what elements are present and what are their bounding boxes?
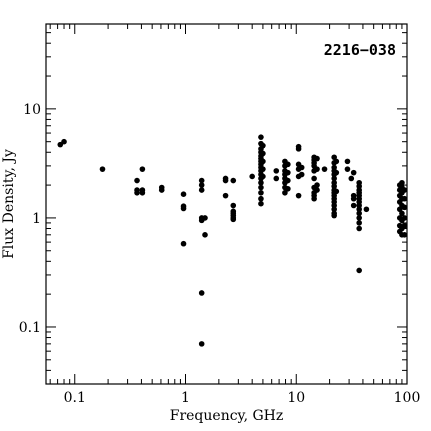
x-tick-label: 1 <box>181 390 190 406</box>
data-point <box>356 210 362 217</box>
data-point <box>348 175 355 182</box>
data-point <box>356 215 362 221</box>
data-point <box>285 177 291 184</box>
data-point <box>401 232 408 238</box>
data-point <box>158 187 165 193</box>
data-point <box>258 195 264 202</box>
data-point <box>401 215 408 221</box>
chart-title: 2216−038 <box>324 41 396 59</box>
data-point <box>344 158 351 165</box>
data-point <box>258 184 264 191</box>
data-point <box>285 185 291 192</box>
data-point <box>134 189 140 196</box>
y-tick-label: 1 <box>32 211 41 227</box>
data-point <box>333 169 340 176</box>
data-point <box>331 175 337 182</box>
data-point <box>198 182 205 188</box>
data-point <box>350 169 357 176</box>
data-point <box>249 173 255 180</box>
x-axis-label: Frequency, GHz <box>170 408 284 424</box>
y-axis-label: Flux Density, Jy <box>1 149 17 259</box>
data-point <box>198 177 205 184</box>
data-point <box>399 179 405 186</box>
data-point <box>344 166 351 172</box>
data-point <box>356 220 362 226</box>
data-point <box>363 206 370 213</box>
data-point <box>258 134 264 140</box>
data-point <box>273 175 280 182</box>
data-point <box>230 177 237 184</box>
data-point <box>260 166 266 172</box>
data-point <box>401 204 408 211</box>
data-point <box>99 166 106 172</box>
x-tick-label: 10 <box>287 390 305 406</box>
data-point <box>321 166 328 172</box>
data-point <box>331 212 337 219</box>
tick-labels: 0.1 1 10 100 0.1 1 10 <box>19 102 421 406</box>
data-point <box>258 179 264 186</box>
data-point <box>295 192 302 199</box>
data-point <box>258 189 264 196</box>
data-point <box>202 232 208 238</box>
data-point <box>282 189 288 196</box>
data-point <box>298 171 305 178</box>
data-point <box>273 168 280 174</box>
data-point <box>333 188 340 195</box>
data-point <box>356 267 362 274</box>
data-point <box>295 146 302 152</box>
data-point <box>314 182 320 188</box>
data-point <box>311 175 317 182</box>
data-point <box>401 222 408 229</box>
data-point <box>57 141 64 148</box>
data-point <box>180 191 187 198</box>
data-point <box>285 169 291 176</box>
data-point <box>298 164 305 171</box>
data-point <box>314 155 320 162</box>
data-point <box>331 154 337 161</box>
data-point <box>356 225 362 232</box>
data-point <box>198 341 205 347</box>
y-tick-label: 10 <box>23 102 41 118</box>
data-point <box>333 158 340 165</box>
data-point <box>180 205 187 212</box>
data-point <box>61 138 67 145</box>
data-point <box>401 187 408 193</box>
data-point <box>202 215 208 221</box>
data-point <box>331 206 337 213</box>
axis-ticks <box>46 23 408 385</box>
data-point <box>401 195 408 202</box>
data-point <box>139 166 146 172</box>
data-point <box>134 177 140 184</box>
x-tick-label: 100 <box>394 390 421 406</box>
data-point <box>180 240 187 247</box>
data-point <box>198 187 205 193</box>
data-point <box>260 142 266 149</box>
data-point <box>260 173 266 180</box>
data-point <box>222 177 229 184</box>
data-point <box>139 189 146 196</box>
data-point <box>285 161 291 168</box>
data-point <box>230 202 237 209</box>
data-point <box>230 216 237 223</box>
data-point <box>222 192 229 199</box>
data-point <box>356 206 362 213</box>
data-point <box>258 200 264 207</box>
data-points <box>57 134 408 347</box>
data-point <box>260 158 266 165</box>
data-point <box>198 290 205 296</box>
data-point <box>314 166 320 172</box>
y-tick-label: 0.1 <box>19 320 41 336</box>
plot-frame <box>45 23 408 385</box>
data-point <box>399 210 405 217</box>
data-point <box>260 150 266 157</box>
data-point <box>350 202 357 209</box>
data-point <box>314 187 320 193</box>
x-tick-label: 0.1 <box>64 390 86 406</box>
data-point <box>350 195 357 202</box>
data-point <box>311 195 317 202</box>
